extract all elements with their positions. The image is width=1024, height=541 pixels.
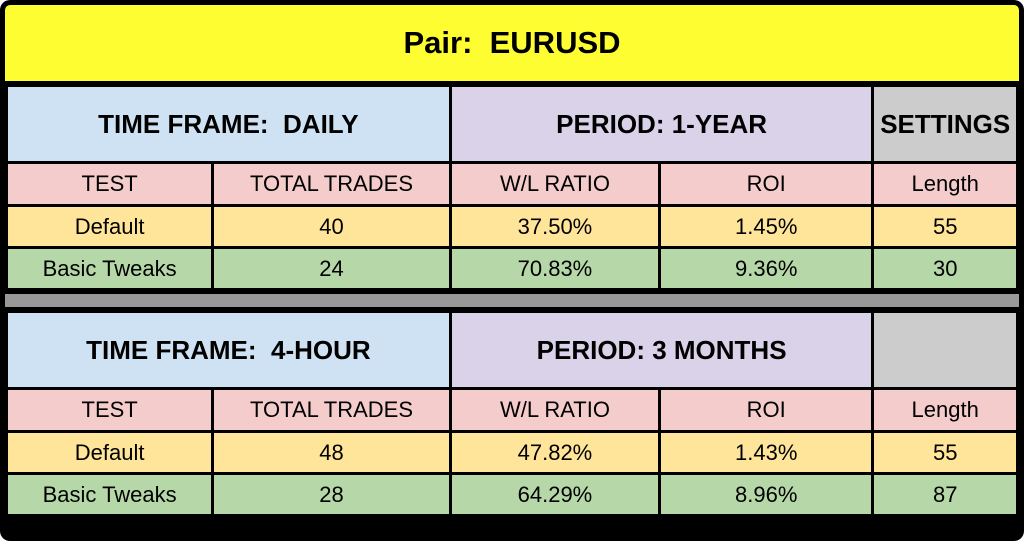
four-hour-section-header-row: TIME FRAME: 4-HOUR PERIOD: 3 MONTHS bbox=[5, 310, 1019, 390]
four-hour-timeframe-cell[interactable]: TIME FRAME: 4-HOUR bbox=[5, 310, 452, 390]
daily-period-cell[interactable]: PERIOD: 1-YEAR bbox=[448, 84, 875, 164]
four-hour-period-cell[interactable]: PERIOD: 3 MONTHS bbox=[448, 310, 875, 390]
four-hour-settings-cell[interactable] bbox=[871, 310, 1019, 390]
four-hour-col-header-test[interactable]: TEST bbox=[4, 387, 215, 433]
daily-column-header-row: TEST TOTAL TRADES W/L RATIO ROI Length bbox=[4, 161, 1019, 207]
daily-col-header-total-trades[interactable]: TOTAL TRADES bbox=[211, 161, 452, 207]
cell-roi[interactable]: 8.96% bbox=[658, 472, 875, 517]
daily-section-header-row: TIME FRAME: DAILY PERIOD: 1-YEAR SETTING… bbox=[5, 84, 1019, 164]
cell-length[interactable]: 87 bbox=[871, 472, 1019, 517]
daily-col-header-roi[interactable]: ROI bbox=[658, 161, 875, 207]
cell-test[interactable]: Basic Tweaks bbox=[4, 472, 215, 517]
cell-wl-ratio[interactable]: 70.83% bbox=[448, 246, 662, 291]
daily-settings-cell[interactable]: SETTINGS bbox=[871, 84, 1019, 164]
four-hour-basic-tweaks-row: Basic Tweaks 28 64.29% 8.96% 87 bbox=[4, 472, 1019, 517]
daily-col-header-test[interactable]: TEST bbox=[4, 161, 215, 207]
cell-test[interactable]: Default bbox=[4, 430, 215, 475]
section-divider bbox=[5, 294, 1019, 307]
cell-test[interactable]: Basic Tweaks bbox=[4, 246, 215, 291]
cell-total-trades[interactable]: 48 bbox=[211, 430, 452, 475]
cell-roi[interactable]: 9.36% bbox=[658, 246, 875, 291]
pair-banner-cell[interactable]: Pair: EURUSD bbox=[5, 5, 1019, 81]
four-hour-col-header-length[interactable]: Length bbox=[871, 387, 1019, 433]
four-hour-col-header-total-trades[interactable]: TOTAL TRADES bbox=[211, 387, 452, 433]
cell-length[interactable]: 30 bbox=[871, 246, 1019, 291]
daily-col-header-wl-ratio[interactable]: W/L RATIO bbox=[448, 161, 662, 207]
pair-title: Pair: EURUSD bbox=[403, 25, 621, 60]
four-hour-col-header-wl-ratio[interactable]: W/L RATIO bbox=[448, 387, 662, 433]
daily-col-header-length[interactable]: Length bbox=[871, 161, 1019, 207]
cell-wl-ratio[interactable]: 47.82% bbox=[448, 430, 662, 475]
four-hour-section-table: TIME FRAME: 4-HOUR PERIOD: 3 MONTHS TEST… bbox=[4, 310, 1019, 517]
cell-roi[interactable]: 1.45% bbox=[658, 204, 875, 249]
daily-timeframe-cell[interactable]: TIME FRAME: DAILY bbox=[5, 84, 452, 164]
cell-total-trades[interactable]: 40 bbox=[211, 204, 452, 249]
cell-test[interactable]: Default bbox=[4, 204, 215, 249]
daily-basic-tweaks-row: Basic Tweaks 24 70.83% 9.36% 30 bbox=[4, 246, 1019, 291]
cell-length[interactable]: 55 bbox=[871, 204, 1019, 249]
daily-default-row: Default 40 37.50% 1.45% 55 bbox=[4, 204, 1019, 249]
four-hour-column-header-row: TEST TOTAL TRADES W/L RATIO ROI Length bbox=[4, 387, 1019, 433]
cell-wl-ratio[interactable]: 64.29% bbox=[448, 472, 662, 517]
cell-length[interactable]: 55 bbox=[871, 430, 1019, 475]
cell-total-trades[interactable]: 24 bbox=[211, 246, 452, 291]
daily-section-table: TIME FRAME: DAILY PERIOD: 1-YEAR SETTING… bbox=[4, 84, 1019, 291]
cell-wl-ratio[interactable]: 37.50% bbox=[448, 204, 662, 249]
four-hour-default-row: Default 48 47.82% 1.43% 55 bbox=[4, 430, 1019, 475]
four-hour-col-header-roi[interactable]: ROI bbox=[658, 387, 875, 433]
cell-roi[interactable]: 1.43% bbox=[658, 430, 875, 475]
cell-total-trades[interactable]: 28 bbox=[211, 472, 452, 517]
